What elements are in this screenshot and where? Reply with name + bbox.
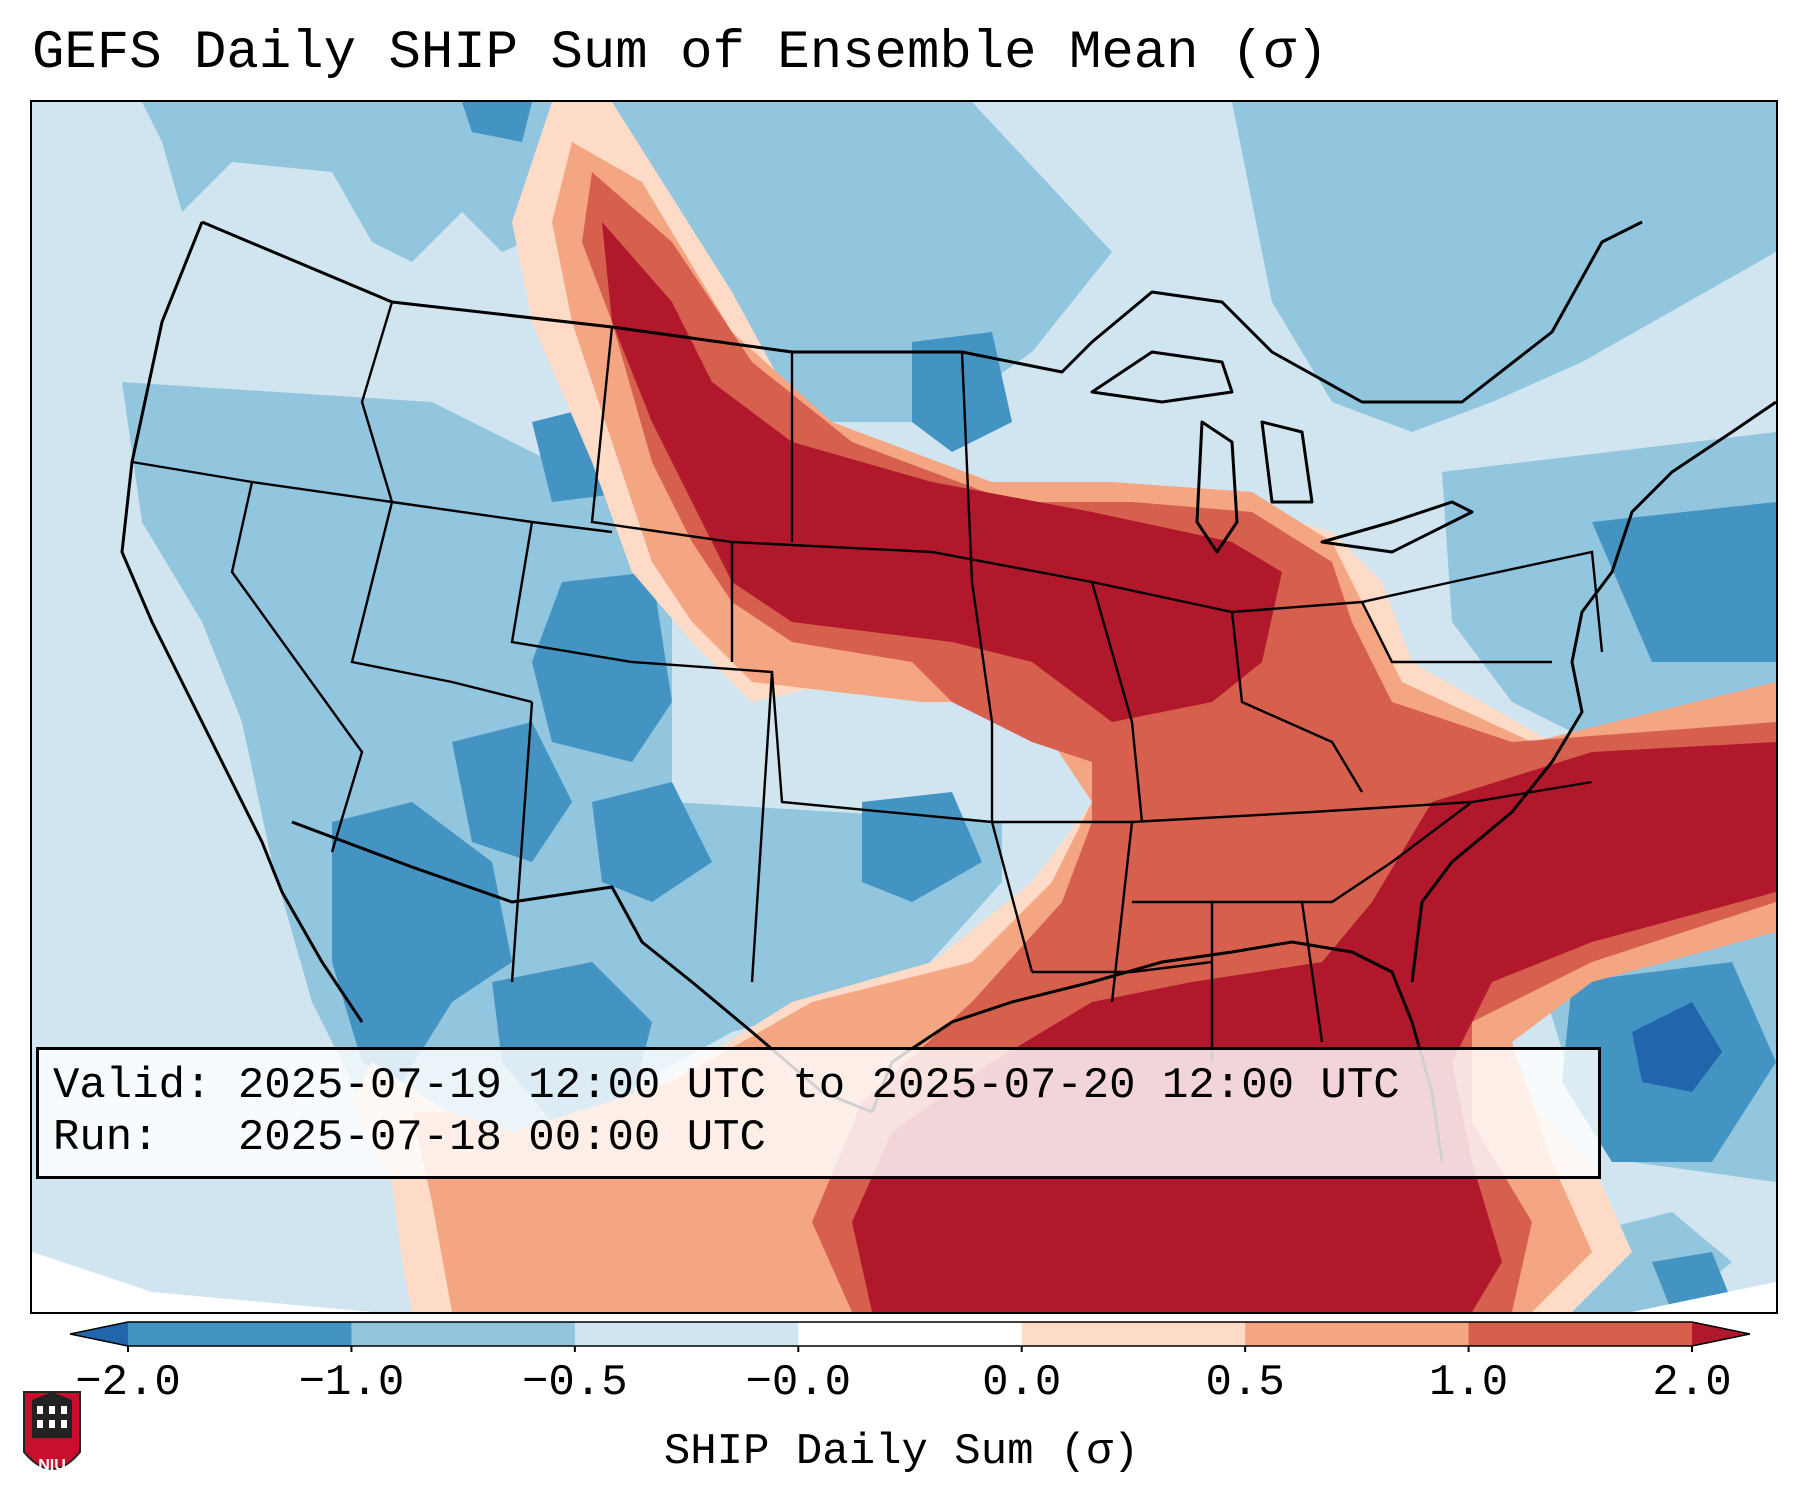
colorbar-segment bbox=[1245, 1322, 1470, 1346]
outside-projection-right bbox=[1632, 1282, 1776, 1312]
colorbar-tick-label: −0.5 bbox=[522, 1358, 628, 1408]
atlantic-coast bbox=[1410, 400, 1776, 983]
colorbar bbox=[70, 1321, 1750, 1352]
colorbar-tick-label: 0.5 bbox=[1205, 1358, 1285, 1408]
lake-superior bbox=[1090, 350, 1234, 404]
colorbar-tick-label: −0.0 bbox=[745, 1358, 852, 1408]
colorbar-tick-label: 0.0 bbox=[982, 1358, 1062, 1408]
us-canada-border bbox=[201, 220, 1643, 404]
lake-erie-ontario bbox=[1320, 500, 1474, 554]
colorbar-tick-label: 1.0 bbox=[1428, 1358, 1509, 1408]
colorbar-segment bbox=[128, 1322, 352, 1346]
field-bin-red bbox=[582, 172, 1776, 1312]
colorbar-tick-label: −2.0 bbox=[75, 1358, 181, 1408]
lake-huron bbox=[1260, 420, 1314, 504]
lake-michigan bbox=[1195, 420, 1239, 554]
state-borders bbox=[131, 301, 1604, 1062]
gulf-coast bbox=[870, 940, 1444, 1163]
west-coast bbox=[120, 221, 364, 1023]
colorbar-extend-low bbox=[70, 1322, 128, 1346]
valid-run-info-box: Valid: 2025-07-19 12:00 UTC to 2025-07-2… bbox=[36, 1047, 1601, 1179]
outside-projection bbox=[32, 1252, 372, 1312]
colorbar-segment bbox=[1468, 1322, 1693, 1346]
page-title: GEFS Daily SHIP Sum of Ensemble Mean (σ) bbox=[32, 23, 1329, 84]
colorbar-tick-label: 2.0 bbox=[1652, 1358, 1732, 1408]
field-bin-blue bbox=[332, 102, 1776, 1312]
field-bin-dark-blue bbox=[1632, 1002, 1722, 1092]
colorbar-extend-high bbox=[1692, 1322, 1750, 1346]
run-label: Run: bbox=[53, 1113, 159, 1163]
valid-time: 2025-07-19 12:00 UTC to 2025-07-20 12:00… bbox=[237, 1061, 1400, 1111]
valid-label: Valid: bbox=[53, 1061, 212, 1111]
colorbar-segment bbox=[1021, 1322, 1246, 1346]
run-time: 2025-07-18 00:00 UTC bbox=[237, 1113, 766, 1163]
colorbar-segment bbox=[798, 1322, 1023, 1346]
svg-text:NIU: NIU bbox=[38, 1457, 66, 1474]
colorbar-tick-label: −1.0 bbox=[298, 1358, 405, 1408]
colorbar-label: SHIP Daily Sum (σ) bbox=[663, 1427, 1140, 1477]
niu-logo-icon: NIU bbox=[23, 1391, 81, 1474]
colorbar-segment bbox=[574, 1322, 799, 1346]
colorbar-segment bbox=[351, 1322, 576, 1346]
